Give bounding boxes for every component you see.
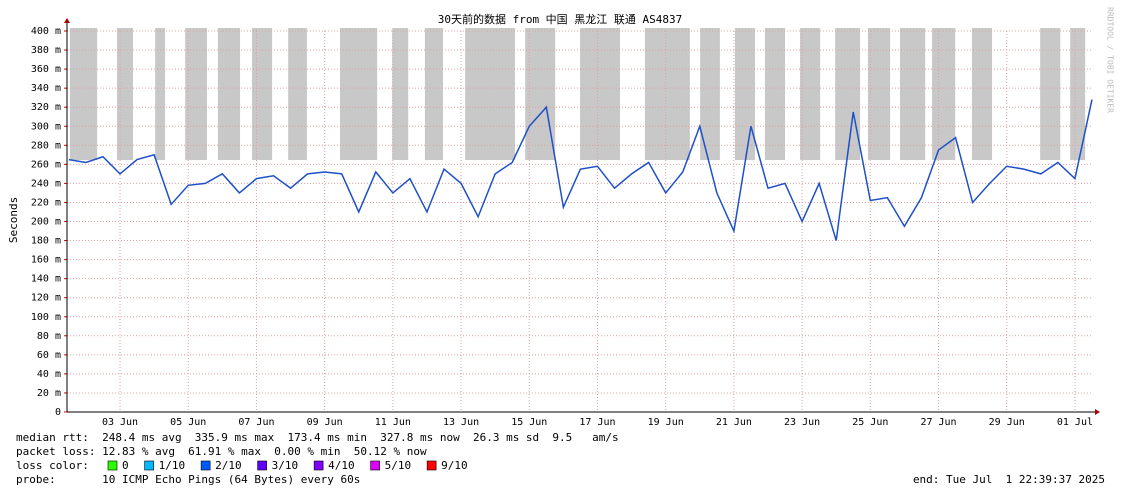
loss-band: [155, 28, 166, 160]
x-tick-label: 07 Jun: [238, 417, 274, 428]
legend-swatch: [257, 460, 267, 471]
x-tick-label: 13 Jun: [443, 417, 479, 428]
x-tick-label: 11 Jun: [375, 417, 411, 428]
end-time: end: Tue Jul 1 22:39:37 2025: [913, 473, 1105, 486]
probe: probe: 10 ICMP Echo Pings (64 Bytes) eve…: [16, 473, 360, 486]
y-tick-label: 400 m: [31, 26, 61, 37]
y-tick-label: 280 m: [31, 140, 61, 151]
loss-band: [69, 28, 98, 160]
legend-label: 9/10: [441, 459, 468, 472]
legend-swatch: [144, 460, 154, 471]
y-axis-label: Seconds: [7, 197, 20, 243]
loss-band: [835, 28, 861, 160]
median-line: [68, 99, 1093, 241]
loss-band: [465, 28, 515, 160]
loss-band: [932, 28, 956, 160]
side-note: RRDTOOL / TOBI OETIKER: [1106, 7, 1115, 113]
loss-band: [867, 28, 891, 160]
y-tick-label: 240 m: [31, 178, 61, 189]
loss-band: [424, 28, 443, 160]
loss-band: [252, 28, 273, 160]
legend-label: 4/10: [328, 459, 355, 472]
legend-label: 1/10: [159, 459, 186, 472]
median-rtt: median rtt: 248.4 ms avg 335.9 ms max 17…: [16, 431, 619, 444]
y-tick-label: 80 m: [37, 331, 61, 342]
legend-label: 5/10: [385, 459, 412, 472]
y-tick-label: 360 m: [31, 64, 61, 75]
y-tick-label: 40 m: [37, 369, 61, 380]
loss-band: [700, 28, 720, 160]
x-tick-label: 19 Jun: [648, 417, 684, 428]
y-tick-label: 100 m: [31, 312, 61, 323]
y-tick-label: 200 m: [31, 217, 61, 228]
legend-swatch: [426, 460, 437, 471]
legend-label: 2/10: [215, 459, 242, 472]
x-tick-label: 25 Jun: [852, 417, 888, 428]
y-tick-label: 160 m: [31, 255, 61, 266]
y-axis-arrow: [64, 18, 70, 23]
legend-swatch: [370, 460, 380, 471]
x-tick-label: 15 Jun: [511, 417, 547, 428]
legend-label: 3/10: [272, 459, 299, 472]
x-tick-label: 01 Jul: [1057, 417, 1093, 428]
y-tick-label: 20 m: [37, 388, 61, 399]
legend-swatch: [107, 460, 118, 471]
y-tick-label: 0: [55, 407, 61, 418]
x-tick-label: 23 Jun: [784, 417, 820, 428]
x-tick-label: 05 Jun: [170, 417, 206, 428]
chart-title: 30天前的数据 from 中国 黑龙江 联通 AS4837: [438, 12, 683, 26]
legend-swatch: [313, 460, 324, 471]
y-tick-label: 120 m: [31, 293, 61, 304]
loss-band: [1040, 28, 1061, 160]
x-tick-label: 21 Jun: [716, 417, 752, 428]
x-tick-label: 27 Jun: [920, 417, 956, 428]
x-tick-label: 29 Jun: [989, 417, 1025, 428]
loss-band: [800, 28, 821, 160]
loss-band: [580, 28, 620, 160]
loss-band: [288, 28, 307, 160]
y-tick-label: 140 m: [31, 274, 61, 285]
loss-band: [899, 28, 926, 160]
x-tick-label: 17 Jun: [579, 417, 615, 428]
y-tick-label: 220 m: [31, 197, 61, 208]
y-tick-label: 320 m: [31, 102, 61, 113]
y-tick-label: 260 m: [31, 159, 61, 170]
loss-band: [116, 28, 133, 160]
loss-band: [185, 28, 207, 160]
y-tick-label: 300 m: [31, 121, 61, 132]
plot-area: 0 20 m 40 m 60 m 80 m 100 m 120 m 140 m 160 m 180…: [31, 18, 1100, 428]
legend-swatch: [200, 460, 211, 471]
loss-band: [1070, 28, 1086, 160]
packet-loss: packet loss: 12.83 % avg 61.91 % max 0.0…: [16, 445, 427, 458]
loss-band: [644, 28, 690, 160]
y-tick-label: 60 m: [37, 350, 61, 361]
loss-band: [339, 28, 378, 160]
y-tick-label: 180 m: [31, 236, 61, 247]
loss-band: [764, 28, 786, 160]
loss-band: [734, 28, 756, 160]
y-tick-label: 340 m: [31, 83, 61, 94]
x-tick-label: 03 Jun: [102, 417, 138, 428]
y-tick-label: 380 m: [31, 45, 61, 56]
x-tick-label: 09 Jun: [307, 417, 343, 428]
legend-label: 0: [122, 459, 129, 472]
loss-color-label: loss color:: [16, 459, 89, 472]
loss-band: [217, 28, 241, 160]
loss-band: [971, 28, 993, 160]
loss-band: [392, 28, 409, 160]
x-axis-arrow: [1095, 409, 1100, 415]
